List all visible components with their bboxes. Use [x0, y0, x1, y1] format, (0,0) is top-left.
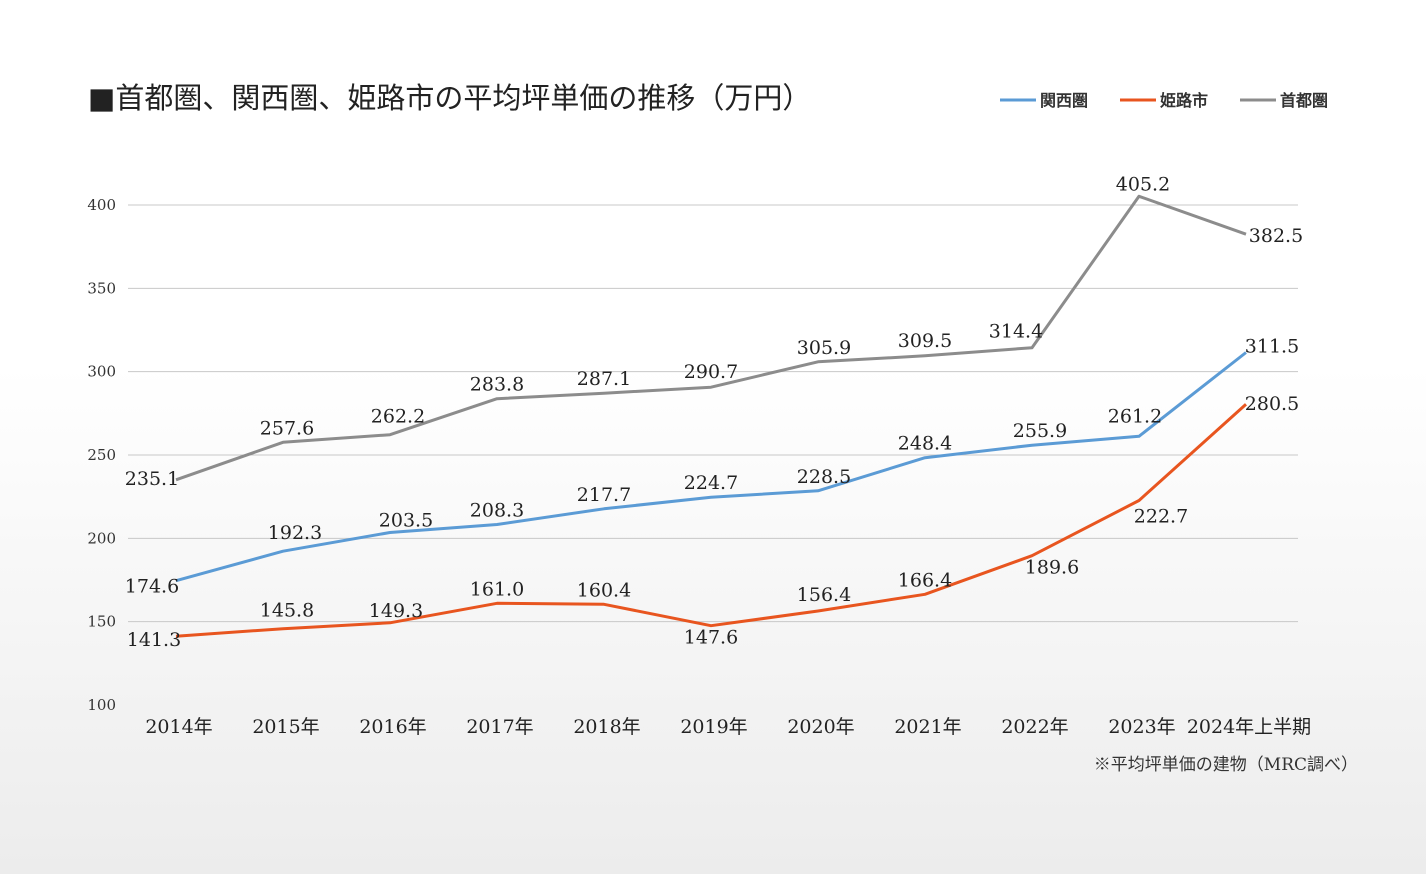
x-tick-label: 2017年: [466, 716, 533, 738]
data-label: 217.7: [577, 484, 631, 506]
data-label: 305.9: [797, 337, 851, 359]
series-lines: [175, 194, 1248, 638]
y-tick-label: 200: [87, 529, 116, 547]
gridlines: [128, 204, 1298, 623]
y-tick-label: 250: [87, 446, 116, 464]
data-label: 141.3: [127, 629, 181, 651]
x-tick-label: 2022年: [1001, 716, 1068, 738]
x-tick-label: 2020年: [787, 716, 854, 738]
data-label: 228.5: [797, 466, 851, 488]
legend-label: 首都圏: [1280, 91, 1328, 110]
data-label: 192.3: [268, 522, 322, 544]
data-label: 290.7: [684, 361, 738, 383]
x-tick-label: 2014年: [145, 716, 212, 738]
x-tick-label: 2024年上半期: [1187, 716, 1311, 738]
data-label: 311.5: [1245, 336, 1299, 358]
x-tick-label: 2016年: [359, 716, 426, 738]
data-label: 287.1: [577, 368, 631, 390]
data-label: 166.4: [898, 569, 952, 591]
data-label: 161.0: [470, 578, 524, 600]
y-tick-label: 100: [87, 696, 116, 714]
data-label: 309.5: [898, 330, 952, 352]
data-label: 160.4: [577, 579, 631, 601]
data-label: 235.1: [125, 468, 179, 490]
x-tick-label: 2015年: [252, 716, 319, 738]
data-label: 405.2: [1116, 173, 1170, 195]
data-label: 189.6: [1025, 557, 1079, 579]
data-labels: 174.6 192.3 203.5 208.3 217.7 224.7 228.5 248.4…: [125, 173, 1303, 651]
x-tick-label: 2019年: [680, 716, 747, 738]
data-label: 145.8: [260, 600, 314, 622]
data-label: 261.2: [1108, 405, 1162, 427]
series-line: [175, 403, 1248, 638]
chart-title: ■首都圏、関西圏、姫路市の平均坪単価の推移（万円）: [88, 81, 811, 115]
y-tick-label: 150: [87, 613, 116, 631]
data-label: 257.6: [260, 417, 314, 439]
x-tick-label: 2018年: [573, 716, 640, 738]
data-label: 174.6: [125, 576, 179, 598]
x-tick-label: 2023年: [1108, 716, 1175, 738]
y-tick-label: 400: [87, 196, 116, 214]
y-tick-label: 300: [87, 363, 116, 381]
data-label: 156.4: [797, 584, 851, 606]
data-label: 248.4: [898, 433, 952, 455]
data-label: 314.4: [989, 321, 1043, 343]
data-label: 208.3: [470, 500, 524, 522]
x-axis: 2014年 2015年 2016年 2017年 2018年 2019年 2020年 2021年…: [145, 716, 1311, 738]
legend-label: 姫路市: [1160, 91, 1208, 110]
data-label: 255.9: [1013, 420, 1067, 442]
data-label: 283.8: [470, 374, 524, 396]
data-label: 262.2: [371, 406, 425, 428]
series-line: [175, 194, 1247, 482]
data-label: 203.5: [379, 510, 433, 532]
data-label: 280.5: [1245, 393, 1299, 415]
x-tick-label: 2021年: [894, 716, 961, 738]
y-tick-label: 350: [87, 279, 116, 297]
data-label: 382.5: [1249, 225, 1303, 247]
data-label: 222.7: [1134, 506, 1188, 528]
series-line: [175, 351, 1247, 583]
y-axis: 100 150 200 250 300 350 400: [87, 196, 116, 714]
source-note: ※平均坪単価の建物（MRC調べ）: [1094, 755, 1358, 775]
data-label: 224.7: [684, 472, 738, 494]
data-label: 147.6: [684, 627, 738, 649]
data-label: 149.3: [369, 600, 423, 622]
legend-label: 関西圏: [1040, 91, 1088, 110]
legend: 関西圏 姫路市 首都圏: [1000, 91, 1328, 110]
